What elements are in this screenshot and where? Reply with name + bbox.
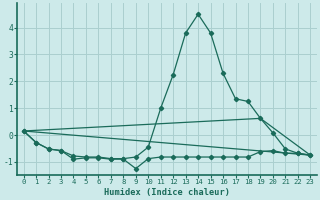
X-axis label: Humidex (Indice chaleur): Humidex (Indice chaleur) (104, 188, 230, 197)
